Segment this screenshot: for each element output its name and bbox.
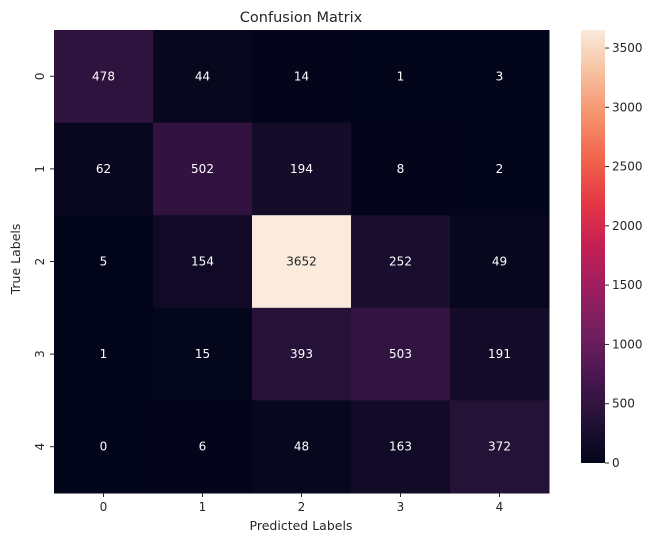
cell-value-label: 44 (195, 69, 210, 83)
x-tick-label: 4 (496, 500, 504, 514)
cell-value-label: 163 (389, 440, 412, 454)
cell-value-label: 478 (92, 69, 115, 83)
cell-value-label: 393 (290, 347, 313, 361)
heatmap-cell (54, 215, 154, 309)
heatmap-cell (351, 215, 451, 309)
colorbar-ticks: 0 500 1000 1500 2000 2500 3000 3500 (605, 41, 643, 470)
y-tick-label: 3 (33, 350, 47, 358)
x-axis-ticks: 0 1 2 3 4 (100, 493, 504, 514)
y-tick-label: 2 (33, 258, 47, 266)
colorbar-tick-label: 2000 (612, 219, 643, 233)
heatmap-cells: 478 44 14 1 3 62 502 194 8 2 5 154 3652 252 49 1 15 393 50… (54, 30, 550, 494)
colorbar-tick-label: 3500 (612, 41, 643, 55)
heatmap-cell (450, 30, 550, 124)
colorbar-tick-label: 1500 (612, 278, 643, 292)
cell-value-label: 1 (100, 347, 108, 361)
heatmap-cell (153, 122, 253, 216)
heatmap-cell (450, 307, 550, 401)
heatmap-cell (54, 307, 154, 401)
heatmap-cell (450, 122, 550, 216)
y-tick-label: 1 (33, 165, 47, 173)
heatmap-cell (351, 307, 451, 401)
x-tick-label: 0 (100, 500, 108, 514)
cell-value-label: 503 (389, 347, 412, 361)
heatmap-cell (153, 30, 253, 124)
cell-value-label: 191 (488, 347, 511, 361)
y-axis-ticks: 0 1 2 3 4 (33, 72, 54, 451)
cell-value-label: 2 (496, 162, 504, 176)
cell-value-label: 62 (96, 162, 111, 176)
x-axis-label: Predicted Labels (250, 518, 353, 533)
heatmap-cell (252, 30, 352, 124)
colorbar-tick-label: 500 (612, 397, 635, 411)
cell-value-label: 15 (195, 347, 210, 361)
heatmap-cell (54, 400, 154, 494)
colorbar-tick-label: 0 (612, 456, 620, 470)
heatmap-cell (450, 215, 550, 309)
cell-value-label: 49 (492, 255, 507, 269)
colorbar (581, 30, 605, 463)
heatmap-cell (351, 400, 451, 494)
cell-value-label: 3652 (286, 255, 317, 269)
cell-value-label: 252 (389, 255, 412, 269)
cell-value-label: 48 (294, 440, 309, 454)
x-tick-label: 2 (298, 500, 306, 514)
heatmap-cell (351, 122, 451, 216)
heatmap-cell (252, 122, 352, 216)
heatmap-cell (252, 307, 352, 401)
cell-value-label: 6 (199, 440, 207, 454)
y-axis-label: True Labels (8, 224, 23, 296)
heatmap-cell (153, 215, 253, 309)
cell-value-label: 502 (191, 162, 214, 176)
colorbar-tick-label: 2500 (612, 160, 643, 174)
colorbar-tick-label: 1000 (612, 337, 643, 351)
cell-value-label: 1 (397, 69, 405, 83)
cell-value-label: 8 (397, 162, 405, 176)
heatmap-cell (54, 122, 154, 216)
heatmap-cell (54, 30, 154, 124)
cell-value-label: 154 (191, 255, 214, 269)
x-tick-label: 1 (199, 500, 207, 514)
heatmap-cell (252, 400, 352, 494)
cell-value-label: 3 (496, 69, 504, 83)
cell-value-label: 14 (294, 69, 309, 83)
heatmap-cell (351, 30, 451, 124)
cell-value-label: 0 (100, 440, 108, 454)
cell-value-label: 5 (100, 255, 108, 269)
x-tick-label: 3 (397, 500, 405, 514)
heatmap-cell (153, 307, 253, 401)
colorbar-tick-label: 3000 (612, 100, 643, 114)
cell-value-label: 372 (488, 440, 511, 454)
chart-title: Confusion Matrix (240, 10, 363, 26)
heatmap-cell (153, 400, 253, 494)
cell-value-label: 194 (290, 162, 313, 176)
heatmap-cell (450, 400, 550, 494)
y-tick-label: 4 (33, 443, 47, 451)
heatmap-cell (252, 215, 352, 309)
y-tick-label: 0 (33, 72, 47, 80)
